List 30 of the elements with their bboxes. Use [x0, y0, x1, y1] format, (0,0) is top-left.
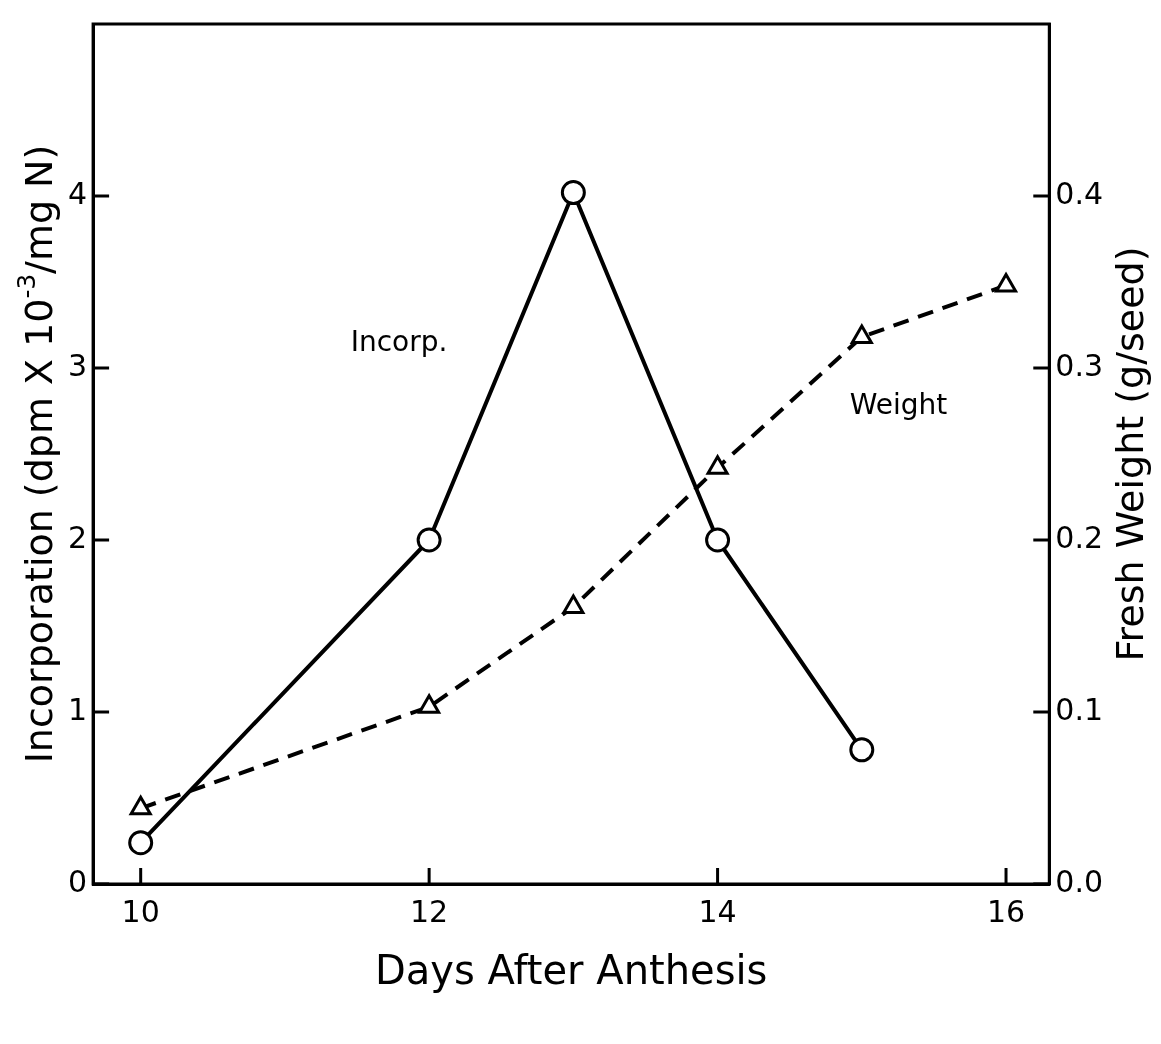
point	[562, 594, 585, 615]
point	[850, 324, 873, 345]
y-tick-label: 1	[67, 691, 88, 727]
y2-tick-label: 0.4	[1055, 175, 1104, 211]
x-tick-label: 12	[410, 893, 449, 929]
point	[995, 272, 1018, 293]
y2-tick-label: 0.3	[1055, 347, 1104, 383]
point	[560, 180, 586, 206]
x-tick-label: 14	[698, 893, 737, 929]
series-label: Incorp.	[350, 324, 448, 358]
y2-tick-label: 0.0	[1055, 863, 1104, 899]
x-tick-label: 16	[986, 893, 1026, 929]
y-tick-label: 3	[67, 347, 88, 383]
point	[849, 737, 875, 763]
x-tick-label: 10	[121, 893, 160, 929]
point	[129, 795, 152, 816]
x-axis-title: Days After Anthesis	[374, 947, 768, 994]
y-tick-label: 0	[67, 863, 88, 899]
point	[705, 527, 731, 553]
point	[416, 527, 442, 553]
y-tick-label: 4	[67, 175, 88, 211]
series-label: Weight	[849, 387, 948, 421]
y2-axis-title: Fresh Weight (g/seed)	[1107, 246, 1152, 662]
point	[418, 694, 441, 714]
y-tick-label: 2	[67, 519, 88, 555]
y2-tick-label: 0.1	[1055, 691, 1104, 727]
y2-tick-label: 0.2	[1055, 519, 1104, 555]
point	[706, 455, 729, 475]
point	[128, 830, 154, 856]
y-axis-title: Incorporation (dpm X 10-3/mg N)	[12, 144, 61, 764]
